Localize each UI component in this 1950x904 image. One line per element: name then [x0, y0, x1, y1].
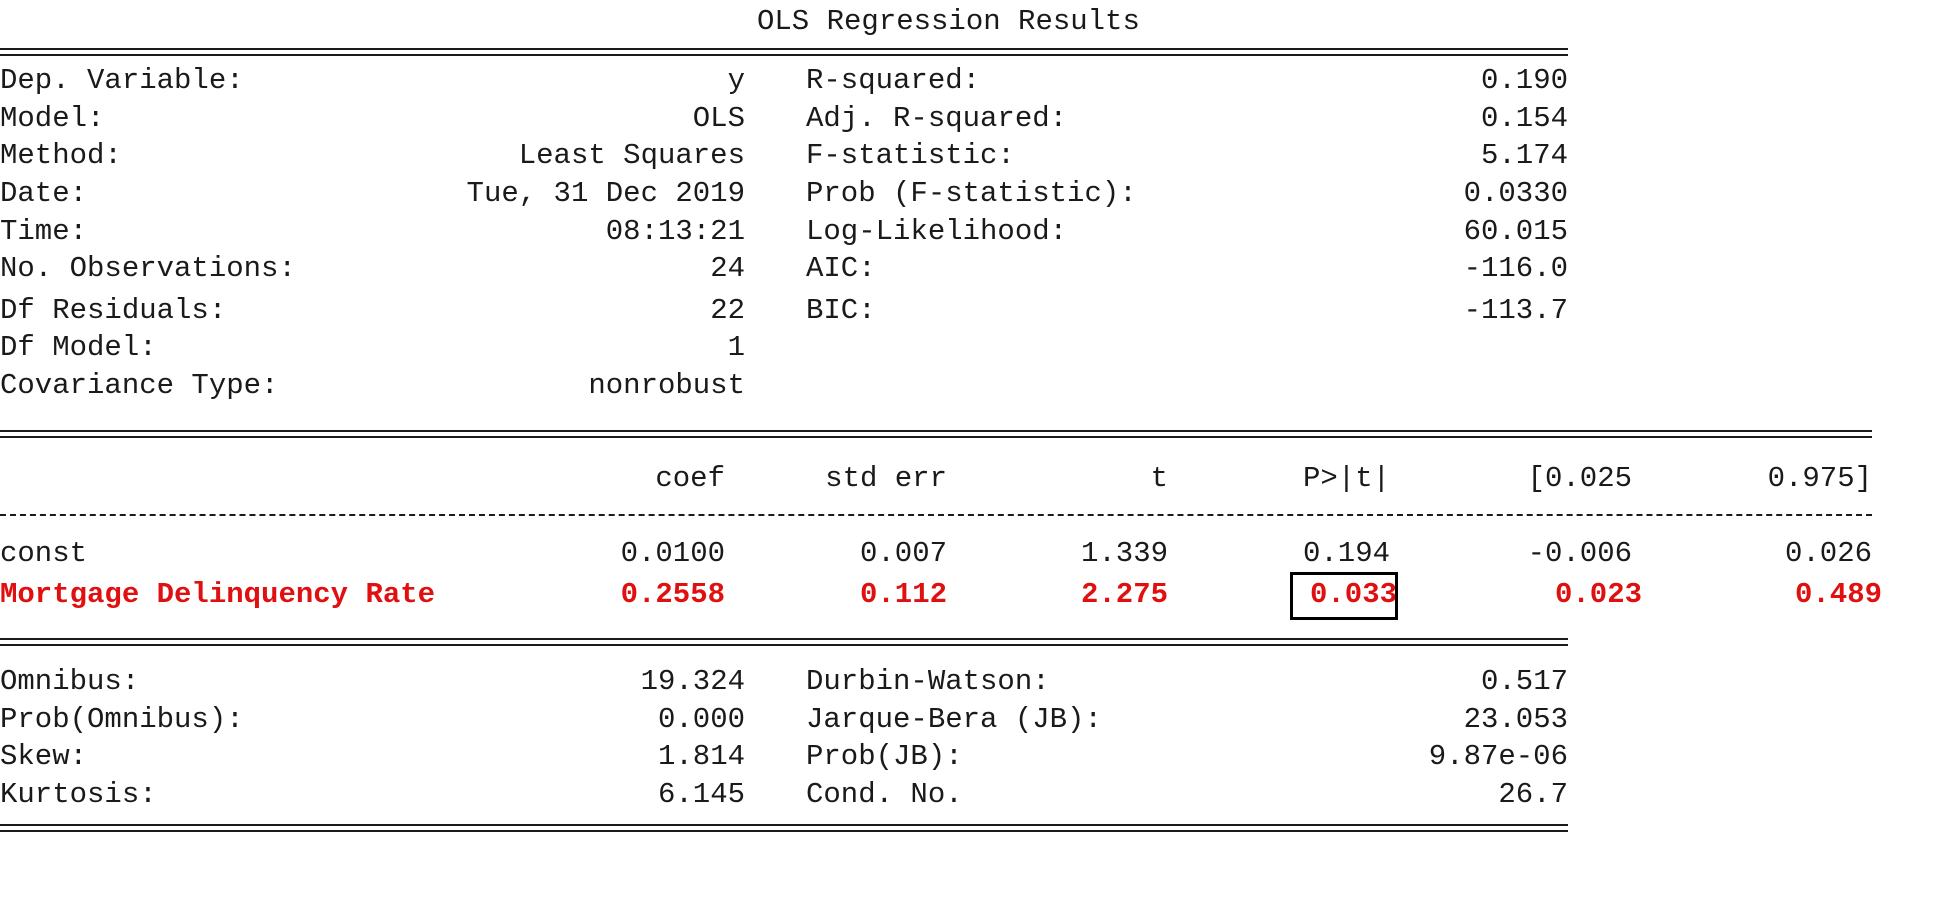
header-left-value: OLS: [692, 102, 745, 135]
table-cell-highlighted: 0.023: [1554, 578, 1642, 611]
table-cell-highlighted: 2.275: [1080, 578, 1168, 611]
header-left-label: Df Model:: [0, 331, 157, 364]
column-header: t: [1150, 462, 1168, 495]
footer-left-value: 6.145: [657, 778, 745, 811]
column-header: [0.025: [1527, 462, 1632, 495]
double-rule-footer-top: [0, 638, 1568, 640]
column-header: std err: [825, 462, 947, 495]
page-title: OLS Regression Results: [757, 5, 1140, 38]
table-cell: 0.0100: [620, 537, 725, 570]
double-rule-top-2: [0, 54, 1568, 56]
header-right-label: Log-Likelihood:: [806, 215, 1068, 248]
footer-right-value: 9.87e-06: [1428, 740, 1568, 773]
header-right-value: 0.190: [1480, 64, 1568, 97]
header-left-label: Method:: [0, 139, 122, 172]
footer-left-value: 0.000: [657, 703, 745, 736]
footer-right-value: 0.517: [1480, 665, 1568, 698]
table-cell-highlighted: 0.033: [1309, 578, 1397, 611]
column-header: P>|t|: [1302, 462, 1390, 495]
header-right-label: R-squared:: [806, 64, 981, 97]
p-value-highlight-box: [1290, 572, 1398, 620]
header-left-value: nonrobust: [588, 369, 745, 402]
header-left-label: No. Observations:: [0, 252, 296, 285]
table-cell: 0.026: [1784, 537, 1872, 570]
header-left-value: Least Squares: [518, 139, 745, 172]
table-row-name-highlighted: Mortgage Delinquency Rate: [0, 578, 436, 611]
header-right-value: -116.0: [1463, 252, 1568, 285]
double-rule-bottom-2: [0, 830, 1568, 832]
double-rule-bottom: [0, 824, 1568, 826]
column-header: coef: [655, 462, 725, 495]
table-cell-highlighted: 0.489: [1794, 578, 1882, 611]
footer-right-label: Jarque-Bera (JB):: [806, 703, 1102, 736]
table-cell: 0.007: [859, 537, 947, 570]
header-left-value: y: [727, 64, 745, 97]
footer-right-label: Cond. No.: [806, 778, 963, 811]
column-header: 0.975]: [1767, 462, 1872, 495]
table-row-name: const: [0, 537, 88, 570]
header-left-value: 1: [727, 331, 745, 364]
header-left-label: Df Residuals:: [0, 294, 227, 327]
table-cell-highlighted: 0.2558: [620, 578, 725, 611]
table-cell-highlighted: 0.112: [859, 578, 947, 611]
double-rule-top: [0, 48, 1568, 50]
header-right-label: F-statistic:: [806, 139, 1015, 172]
header-right-value: -113.7: [1463, 294, 1568, 327]
header-right-label: AIC:: [806, 252, 876, 285]
double-rule-coef-top: [0, 430, 1872, 432]
header-left-value: 24: [710, 252, 745, 285]
header-right-label: Adj. R-squared:: [806, 102, 1068, 135]
table-cell: 0.194: [1302, 537, 1390, 570]
header-left-label: Date:: [0, 177, 88, 210]
double-rule-footer-top-2: [0, 644, 1568, 646]
header-left-value: Tue, 31 Dec 2019: [466, 177, 745, 210]
header-right-value: 0.154: [1480, 102, 1568, 135]
table-cell: -0.006: [1527, 537, 1632, 570]
footer-right-label: Prob(JB):: [806, 740, 963, 773]
header-right-label: BIC:: [806, 294, 876, 327]
footer-left-label: Skew:: [0, 740, 88, 773]
footer-left-label: Prob(Omnibus):: [0, 703, 244, 736]
double-rule-coef-top-2: [0, 436, 1872, 438]
footer-left-value: 19.324: [640, 665, 745, 698]
header-left-label: Model:: [0, 102, 105, 135]
header-left-label: Time:: [0, 215, 88, 248]
dashed-rule: [0, 514, 1872, 516]
header-right-value: 5.174: [1480, 139, 1568, 172]
footer-right-value: 23.053: [1463, 703, 1568, 736]
header-left-label: Covariance Type:: [0, 369, 279, 402]
footer-left-label: Kurtosis:: [0, 778, 157, 811]
table-cell: 1.339: [1080, 537, 1168, 570]
footer-right-label: Durbin-Watson:: [806, 665, 1050, 698]
footer-left-label: Omnibus:: [0, 665, 140, 698]
header-left-value: 22: [710, 294, 745, 327]
header-right-value: 0.0330: [1463, 177, 1568, 210]
header-left-value: 08:13:21: [605, 215, 745, 248]
header-left-label: Dep. Variable:: [0, 64, 244, 97]
header-right-value: 60.015: [1463, 215, 1568, 248]
header-right-label: Prob (F-statistic):: [806, 177, 1137, 210]
footer-right-value: 26.7: [1498, 778, 1568, 811]
footer-left-value: 1.814: [657, 740, 745, 773]
